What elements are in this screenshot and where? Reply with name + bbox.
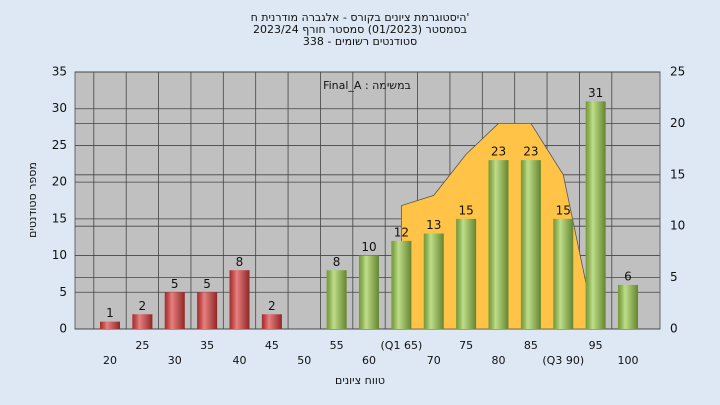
y2-tick-label: 15 xyxy=(670,167,685,181)
data-label: 2 xyxy=(139,299,147,313)
y-tick-label: 30 xyxy=(52,101,67,115)
y-tick-label: 0 xyxy=(59,322,67,336)
data-label: 2 xyxy=(268,299,276,313)
y2-tick-label: 10 xyxy=(670,219,685,233)
y2-tick-label: 0 xyxy=(670,322,678,336)
bar-shade xyxy=(423,233,444,329)
data-label: 10 xyxy=(361,240,376,254)
bar-shade xyxy=(164,292,185,329)
data-label: 15 xyxy=(556,203,571,217)
data-label: 8 xyxy=(333,255,341,269)
data-label: 6 xyxy=(624,269,632,283)
bar-shade xyxy=(553,218,574,329)
x-tick-label: 100 xyxy=(618,354,639,367)
data-label: 15 xyxy=(458,203,473,217)
y-tick-label: 5 xyxy=(59,285,67,299)
data-label: 31 xyxy=(588,86,603,100)
x-tick-label: 75 xyxy=(459,339,473,352)
y2-tick-label: 20 xyxy=(670,116,685,130)
annotation: Final_A : במשימה xyxy=(323,79,411,92)
bar-shade xyxy=(326,270,347,329)
bar-shade xyxy=(585,101,606,329)
bar-shade xyxy=(456,218,477,329)
bar-shade xyxy=(618,284,638,329)
y-tick-label: 10 xyxy=(52,248,67,262)
y-tick-label: 35 xyxy=(52,65,67,79)
x-tick-label: 30 xyxy=(168,354,182,367)
data-label: 23 xyxy=(491,145,506,159)
y-tick-label: 20 xyxy=(52,175,67,189)
data-label: 12 xyxy=(394,225,409,239)
bar-shade xyxy=(359,255,379,329)
bar-shade xyxy=(261,314,282,329)
x-tick-label: 45 xyxy=(265,339,279,352)
x-tick-label: 25 xyxy=(135,339,149,352)
x-tick-label: 35 xyxy=(200,339,214,352)
title-line: היסטוגרמת ציונים בקורס - אלגברה מודרנית … xyxy=(251,11,470,24)
bar-shade xyxy=(100,321,120,329)
x-tick-label: 80 xyxy=(492,354,506,367)
y2-tick-label: 25 xyxy=(670,65,685,79)
y-tick-label: 25 xyxy=(52,138,67,152)
data-label: 13 xyxy=(426,218,441,232)
x-tick-label: 85 xyxy=(524,339,538,352)
data-label: 23 xyxy=(523,145,538,159)
x-tick-label: 50 xyxy=(297,354,311,367)
x-tick-label: 55 xyxy=(330,339,344,352)
x-tick-label: (Q3 90) xyxy=(542,354,584,367)
bar-shade xyxy=(197,292,218,329)
data-label: 5 xyxy=(203,277,211,291)
x-tick-label: 70 xyxy=(427,354,441,367)
bar-shade xyxy=(520,160,541,329)
data-label: 1 xyxy=(106,306,114,320)
bar-shade xyxy=(488,160,509,329)
bar-shade xyxy=(391,240,412,329)
x-axis-label: טווח ציונים xyxy=(335,374,385,387)
data-label: 5 xyxy=(171,277,179,291)
bar-shade xyxy=(229,270,250,329)
y-tick-label: 15 xyxy=(52,211,67,225)
bar-shade xyxy=(132,314,153,329)
x-tick-label: (Q1 65) xyxy=(381,339,423,352)
title-line: בסמסטר (01/2023) סמסטר חורף 2023/24 xyxy=(253,23,467,36)
y2-tick-label: 5 xyxy=(670,270,678,284)
y-axis-label: מספר סטודנטים xyxy=(26,162,39,238)
x-tick-label: 20 xyxy=(103,354,117,367)
data-label: 8 xyxy=(236,255,244,269)
x-tick-label: 95 xyxy=(589,339,603,352)
x-tick-label: 40 xyxy=(233,354,247,367)
x-tick-label: 60 xyxy=(362,354,376,367)
title-line: סטודנטים רשומים - 338 xyxy=(303,35,417,48)
